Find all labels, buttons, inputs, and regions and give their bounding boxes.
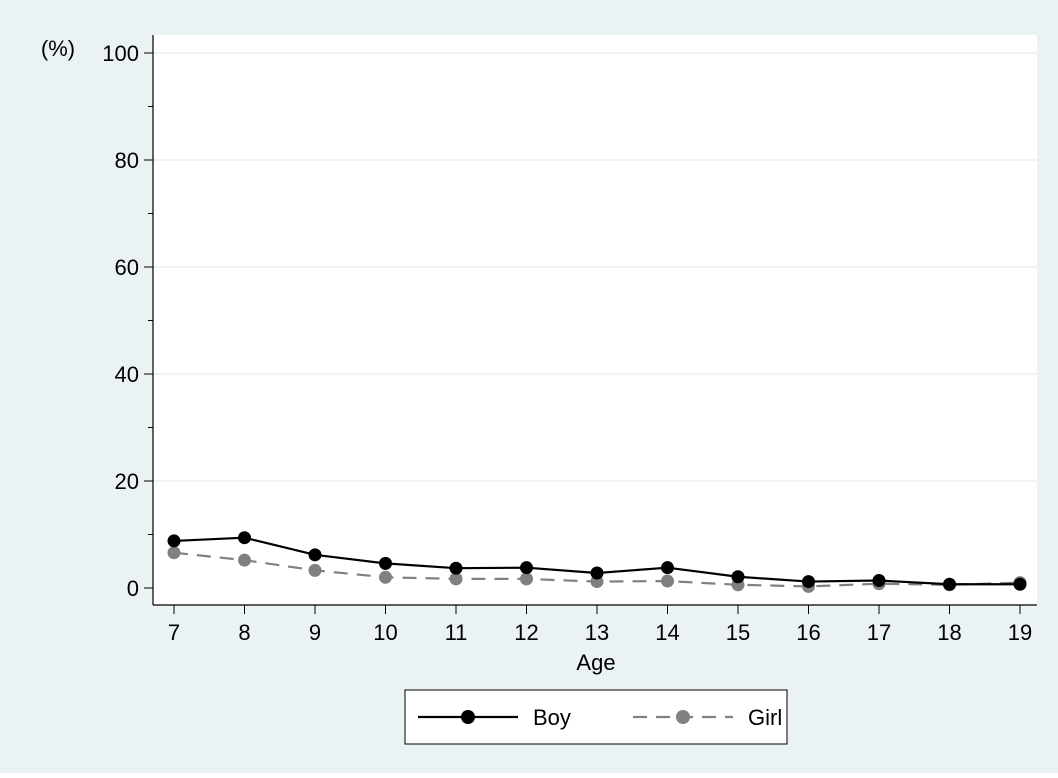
- x-tick-label: 7: [168, 620, 180, 645]
- x-tick-label: 10: [373, 620, 397, 645]
- data-point-boy: [167, 534, 181, 548]
- y-tick-label: 40: [115, 362, 139, 387]
- data-point-girl: [238, 553, 251, 567]
- legend-boy-label: Boy: [533, 705, 571, 730]
- y-axis-label: (%): [41, 36, 75, 61]
- x-tick-label: 15: [726, 620, 750, 645]
- x-tick-label: 11: [445, 620, 468, 645]
- x-tick-label: 18: [937, 620, 961, 645]
- x-tick-label: 13: [585, 620, 609, 645]
- axes: 0 20 40 60 80 100 7 8 9 10 11 12 13 14 15 16 17 18 19: [102, 35, 1037, 645]
- gridlines: [153, 52, 1037, 482]
- data-point-boy: [308, 548, 322, 562]
- data-point-girl: [379, 570, 392, 584]
- legend-boy-marker: [461, 710, 475, 724]
- x-tick-label: 19: [1008, 620, 1032, 645]
- data-point-boy: [520, 561, 533, 575]
- data-point-girl: [308, 563, 322, 577]
- data-point-girl: [449, 572, 463, 586]
- x-tick-label: 16: [796, 620, 820, 645]
- y-tick-label: 0: [127, 576, 139, 601]
- y-tick-label: 100: [102, 41, 139, 66]
- data-point-girl: [520, 572, 533, 586]
- y-tick-label: 20: [115, 469, 139, 494]
- data-point-girl: [167, 546, 181, 560]
- x-tick-label: 12: [514, 620, 538, 645]
- data-point-boy: [802, 575, 815, 589]
- data-point-boy: [661, 561, 674, 575]
- x-tick-label: 8: [238, 620, 250, 645]
- x-tick-label: 14: [655, 620, 679, 645]
- x-tick-label: 9: [309, 620, 321, 645]
- x-axis-label: Age: [576, 650, 615, 675]
- data-point-boy: [590, 566, 604, 580]
- data-point-boy: [238, 531, 251, 545]
- data-point-boy: [872, 574, 886, 588]
- legend-girl-marker: [676, 710, 690, 724]
- y-tick-label: 60: [115, 255, 139, 280]
- legend-girl-label: Girl: [748, 705, 782, 730]
- data-point-boy: [449, 561, 463, 575]
- data-point-boy: [731, 570, 745, 584]
- x-tick-label: 17: [867, 620, 891, 645]
- data-point-boy: [1013, 577, 1027, 591]
- series-layer: [167, 531, 1027, 593]
- data-point-boy: [379, 556, 392, 570]
- legend: Boy Girl: [404, 689, 788, 745]
- y-tick-label: 80: [115, 148, 139, 173]
- data-point-girl: [661, 574, 674, 588]
- data-point-boy: [943, 577, 956, 591]
- plot-area: [153, 35, 1037, 605]
